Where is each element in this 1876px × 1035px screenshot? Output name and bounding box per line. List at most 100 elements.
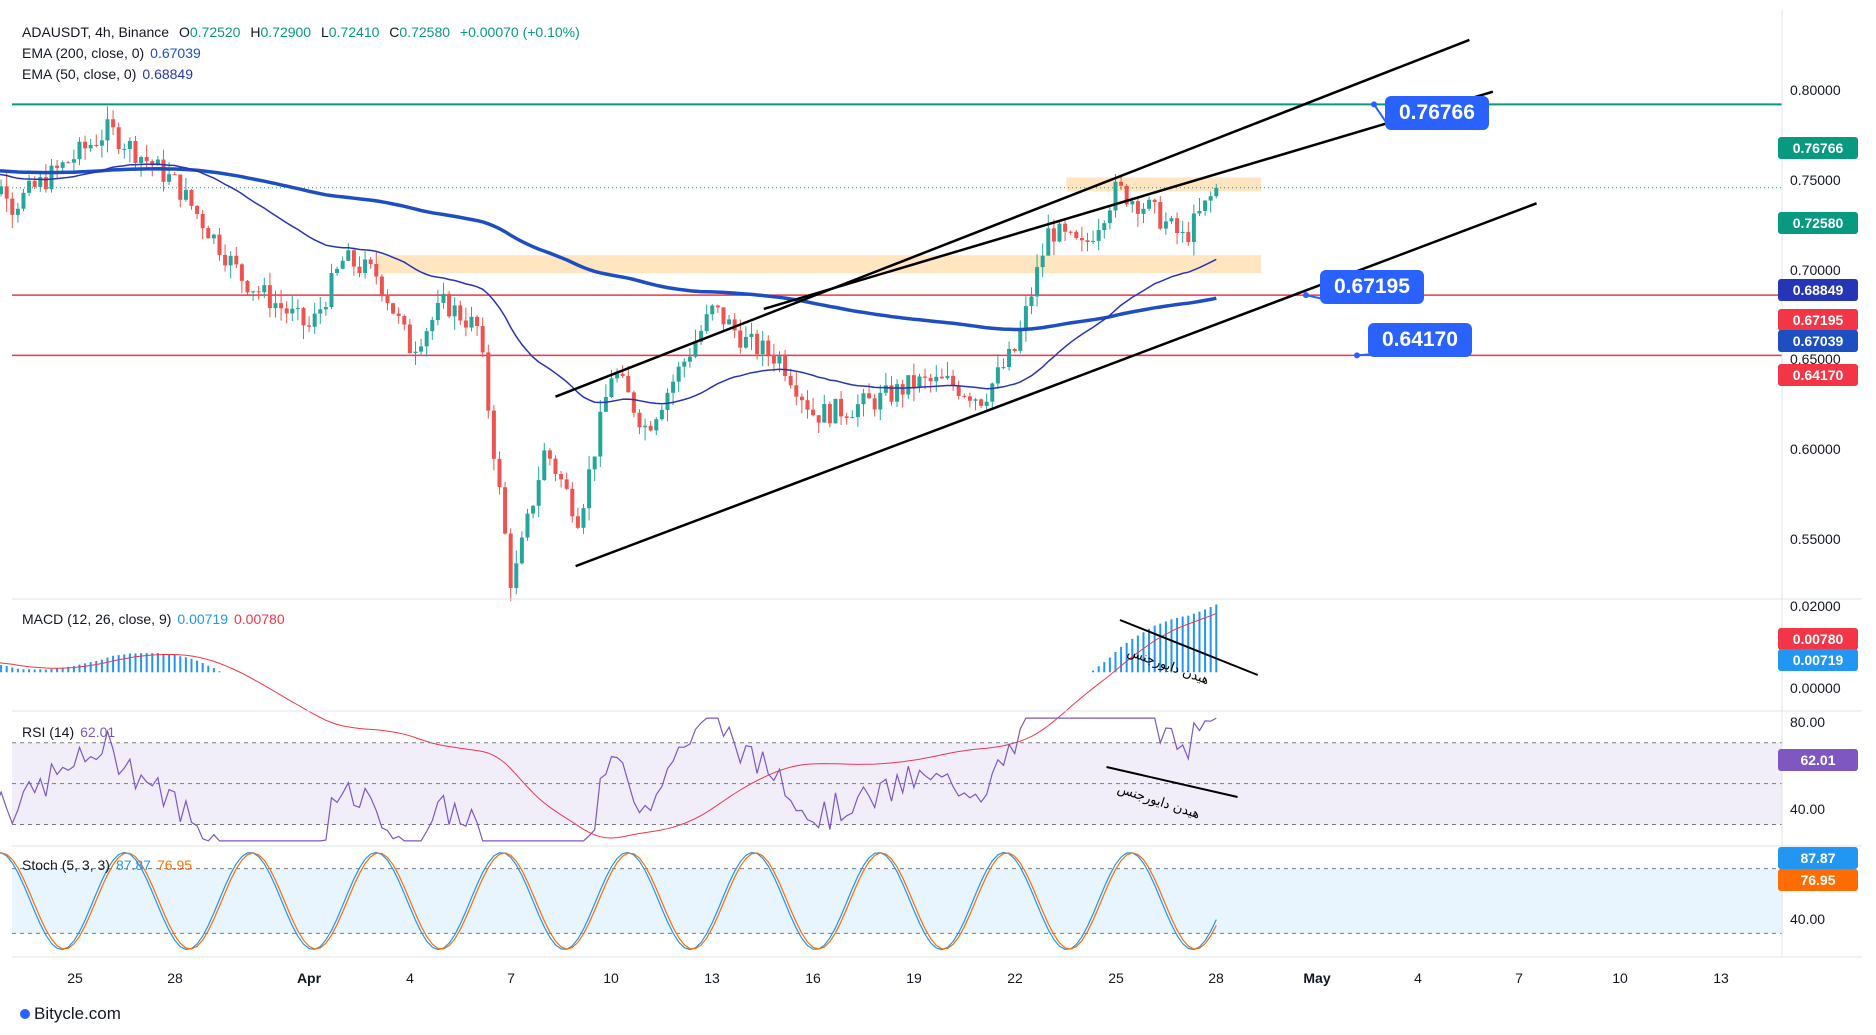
candle-body <box>547 450 552 459</box>
macd-histogram-bar <box>39 669 42 673</box>
candle-body <box>178 174 183 200</box>
candle-body <box>312 313 317 327</box>
candle-body <box>1057 223 1062 242</box>
candle-body <box>1163 221 1168 229</box>
x-tick-4: 4 <box>406 970 414 986</box>
candle-body <box>727 319 732 325</box>
candle-body <box>777 356 782 364</box>
ema200-label: EMA (200, close, 0) <box>22 45 145 61</box>
candle-body <box>447 293 452 317</box>
candle-body <box>553 458 558 475</box>
macd-divergence-line <box>1119 619 1259 676</box>
candle-body <box>878 392 883 410</box>
candle-body <box>49 165 54 190</box>
candle-body <box>1063 223 1068 232</box>
candle-body <box>609 378 614 398</box>
macd-histogram-bar <box>56 668 59 673</box>
candle-body <box>430 320 435 332</box>
candle-body <box>699 330 704 342</box>
candle-body <box>1203 200 1208 211</box>
candle-body <box>928 377 933 382</box>
candle-body <box>514 563 519 588</box>
macd-histogram-bar <box>145 653 148 673</box>
candle-body <box>755 333 760 355</box>
candle-body <box>519 537 524 564</box>
candle-body <box>620 373 625 376</box>
candle-body <box>4 186 9 199</box>
macd-histogram-bar <box>84 663 87 673</box>
candle-body <box>323 307 328 310</box>
candle-body <box>435 302 440 321</box>
candle-body <box>783 356 788 377</box>
candle-body <box>363 259 368 273</box>
open-value: 0.72520 <box>189 24 241 40</box>
price-tick-0.60: 0.60000 <box>1790 441 1841 457</box>
ema200-value: 0.67039 <box>150 45 201 61</box>
candle-body <box>1135 201 1140 214</box>
x-tick-13: 13 <box>704 970 720 986</box>
candle-body <box>88 144 93 149</box>
signal-legend-value: 0.00780 <box>234 611 285 627</box>
x-tick-may: May <box>1303 970 1331 986</box>
macd-histogram-bar <box>33 669 36 673</box>
candle-body <box>900 384 905 395</box>
candle-body <box>1001 367 1006 369</box>
candle-body <box>939 376 944 379</box>
candle-body <box>743 336 748 348</box>
candle-body <box>77 141 82 160</box>
candle-body <box>715 305 720 308</box>
candle-body <box>564 479 569 489</box>
candle-body <box>1119 181 1124 186</box>
macd-histogram-bar <box>1103 662 1106 673</box>
macd-histogram-bar <box>168 654 171 673</box>
candle-body <box>1124 185 1129 205</box>
candle-body <box>536 480 541 506</box>
macd-histogram-bar <box>1148 628 1151 673</box>
candle-body <box>413 351 418 354</box>
candle-body <box>771 355 776 364</box>
candle-body <box>183 189 188 200</box>
candle-body <box>654 419 659 431</box>
ema200-price-tag: 0.67039 <box>1778 330 1858 352</box>
candle-body <box>850 417 855 419</box>
macd-histogram-bar <box>106 657 109 673</box>
macd-histogram-bar <box>1092 670 1095 673</box>
candle-body <box>105 119 110 141</box>
candle-body <box>161 159 166 182</box>
level2-price-tag: 0.64170 <box>1778 364 1858 386</box>
macd-histogram-bar <box>95 660 98 673</box>
candle-body <box>83 141 88 149</box>
stoch-d-value-tag: 76.95 <box>1778 869 1858 891</box>
channel-mid-line <box>763 90 1494 311</box>
candle-body <box>911 375 916 388</box>
candle-body <box>307 325 312 327</box>
candle-body <box>458 305 463 321</box>
candle-body <box>945 375 950 379</box>
macd-histogram-bar <box>89 662 92 673</box>
candle-body <box>441 293 446 303</box>
candle-body <box>402 316 407 325</box>
macd-histogram-bar <box>1120 646 1123 673</box>
candle-body <box>1141 208 1146 214</box>
candle-body <box>760 340 765 355</box>
candle-body <box>603 397 608 412</box>
macd-histogram-bar <box>1192 613 1195 673</box>
candle-body <box>615 373 620 379</box>
candle-body <box>391 303 396 314</box>
macd-value-tag: 0.00719 <box>1778 649 1858 671</box>
candle-body <box>956 385 961 396</box>
macd-histogram-bar <box>1142 632 1145 673</box>
candle-body <box>587 469 592 509</box>
high-value: 0.72900 <box>260 24 312 40</box>
change-value: +0.00070 (+0.10%) <box>459 24 580 40</box>
candle-body <box>279 303 284 309</box>
candle-body <box>329 273 334 308</box>
candle-body <box>1023 306 1028 330</box>
macd-histogram-bar <box>128 653 131 673</box>
stoch-k-legend-value: 87.87 <box>115 857 151 873</box>
callout-dot <box>1354 352 1360 359</box>
x-tick-19: 19 <box>906 970 922 986</box>
candle-body <box>357 266 362 273</box>
x-tick-22: 22 <box>1007 970 1023 986</box>
